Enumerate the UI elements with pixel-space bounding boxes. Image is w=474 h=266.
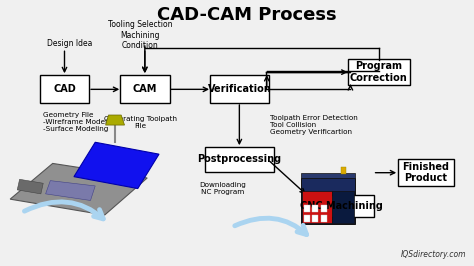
FancyBboxPatch shape	[120, 76, 170, 103]
FancyBboxPatch shape	[348, 59, 410, 85]
FancyBboxPatch shape	[398, 159, 455, 186]
FancyBboxPatch shape	[210, 76, 269, 103]
Bar	[301, 178, 355, 224]
Bar	[302, 191, 331, 223]
Text: Tooling Selection
Machining
Condition: Tooling Selection Machining Condition	[108, 20, 173, 50]
FancyBboxPatch shape	[308, 194, 374, 217]
Bar	[312, 215, 318, 222]
Text: Geometry File
-Wireframe Modeling
-Surface Modeling: Geometry File -Wireframe Modeling -Surfa…	[43, 113, 118, 132]
Polygon shape	[46, 181, 95, 201]
Text: Generating Toolpath
File: Generating Toolpath File	[104, 116, 177, 129]
Text: Postprocessing: Postprocessing	[197, 155, 282, 164]
Bar	[320, 215, 327, 222]
Bar	[304, 205, 310, 212]
Text: Toolpath Error Detection
Tool Collision
Geometry Verificartion: Toolpath Error Detection Tool Collision …	[270, 115, 358, 135]
Text: Verification: Verification	[208, 84, 271, 94]
Polygon shape	[106, 115, 125, 125]
Text: Finished
Product: Finished Product	[402, 162, 449, 184]
Bar	[312, 205, 318, 212]
Bar	[301, 173, 355, 178]
Text: CAM: CAM	[133, 84, 157, 94]
Text: CAD: CAD	[53, 84, 76, 94]
Bar	[331, 191, 354, 223]
FancyBboxPatch shape	[40, 76, 89, 103]
Text: CNC Machining: CNC Machining	[300, 201, 383, 211]
Bar	[304, 215, 310, 222]
Text: Design Idea: Design Idea	[47, 39, 92, 48]
Text: IQSdirectory.com: IQSdirectory.com	[401, 251, 466, 260]
Text: CAD-CAM Process: CAD-CAM Process	[156, 6, 336, 24]
Polygon shape	[10, 163, 147, 215]
FancyBboxPatch shape	[205, 147, 273, 172]
Bar	[320, 205, 327, 212]
Polygon shape	[17, 179, 43, 194]
Polygon shape	[74, 142, 159, 189]
Bar	[341, 167, 346, 174]
Text: Downloading
NC Program: Downloading NC Program	[200, 182, 246, 195]
Text: Program
Correction: Program Correction	[350, 61, 408, 83]
